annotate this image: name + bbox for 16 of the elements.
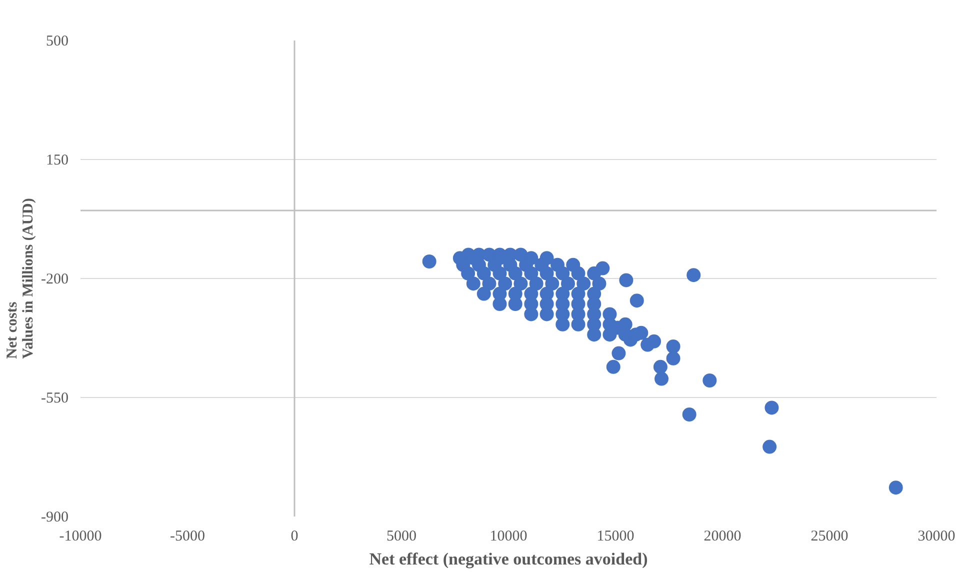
x-tick-label: 30000 [918, 528, 956, 544]
x-tick-label: 25000 [810, 528, 848, 544]
x-tick-label: 10000 [490, 528, 528, 544]
x-tick-label: -5000 [170, 528, 205, 544]
y-tick-label: -900 [41, 510, 69, 526]
y-axis-title: Net costs Values in Millions (AUD) [4, 198, 36, 359]
x-tick-label: 5000 [386, 528, 416, 544]
x-tick-label: 0 [290, 528, 298, 544]
x-axis-title: Net effect (negative outcomes avoided) [369, 550, 648, 568]
y-tick-label: 150 [46, 152, 68, 168]
y-tick-label: 500 [46, 34, 68, 50]
y-tick-label: -550 [41, 390, 69, 406]
x-tick-label: 20000 [704, 528, 742, 544]
y-tick-label: -200 [41, 272, 69, 288]
x-tick-label: 15000 [596, 528, 634, 544]
x-tick-label: -10000 [59, 528, 102, 544]
